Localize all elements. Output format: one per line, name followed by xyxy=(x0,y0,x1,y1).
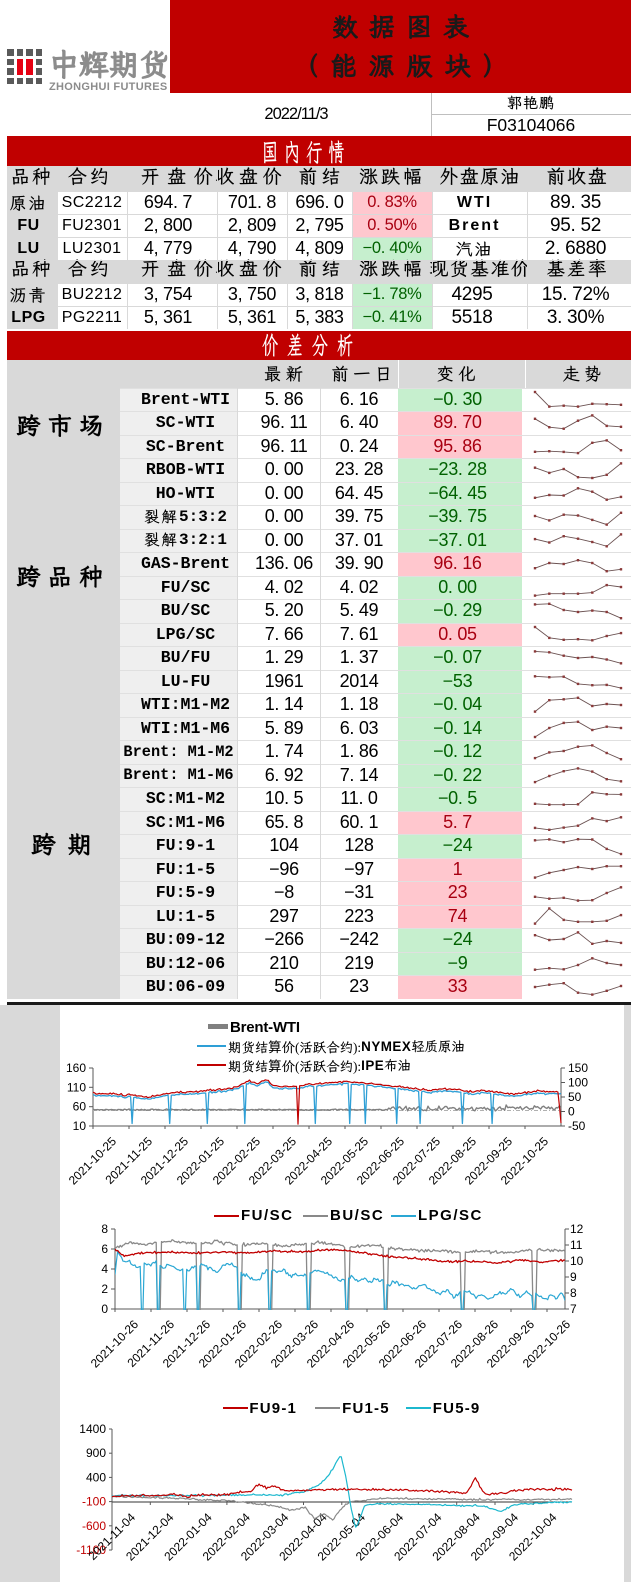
svg-text:160: 160 xyxy=(66,1061,86,1075)
svg-text:10: 10 xyxy=(570,1254,584,1268)
svg-text:2: 2 xyxy=(101,1282,108,1296)
svg-text:10: 10 xyxy=(73,1119,87,1133)
svg-text:11: 11 xyxy=(570,1238,583,1252)
svg-text:1400: 1400 xyxy=(79,1422,106,1436)
svg-text:400: 400 xyxy=(86,1470,106,1484)
svg-text:150: 150 xyxy=(568,1061,588,1075)
svg-text:7: 7 xyxy=(570,1302,577,1316)
svg-text:9: 9 xyxy=(570,1270,577,1284)
svg-text:-600: -600 xyxy=(82,1519,106,1533)
svg-text:-1100: -1100 xyxy=(76,1543,106,1557)
svg-text:12: 12 xyxy=(570,1222,584,1236)
svg-text:110: 110 xyxy=(67,1080,86,1094)
svg-text:8: 8 xyxy=(101,1222,108,1236)
svg-text:6: 6 xyxy=(101,1242,108,1256)
svg-text:-50: -50 xyxy=(568,1119,586,1133)
svg-text:50: 50 xyxy=(568,1090,582,1104)
svg-text:4: 4 xyxy=(101,1262,108,1276)
svg-text:60: 60 xyxy=(73,1100,87,1114)
svg-text:100: 100 xyxy=(568,1076,588,1090)
svg-text:8: 8 xyxy=(570,1286,577,1300)
svg-text:0: 0 xyxy=(101,1302,108,1316)
svg-text:900: 900 xyxy=(86,1446,106,1460)
svg-text:0: 0 xyxy=(568,1105,575,1119)
svg-text:-100: -100 xyxy=(82,1495,106,1509)
